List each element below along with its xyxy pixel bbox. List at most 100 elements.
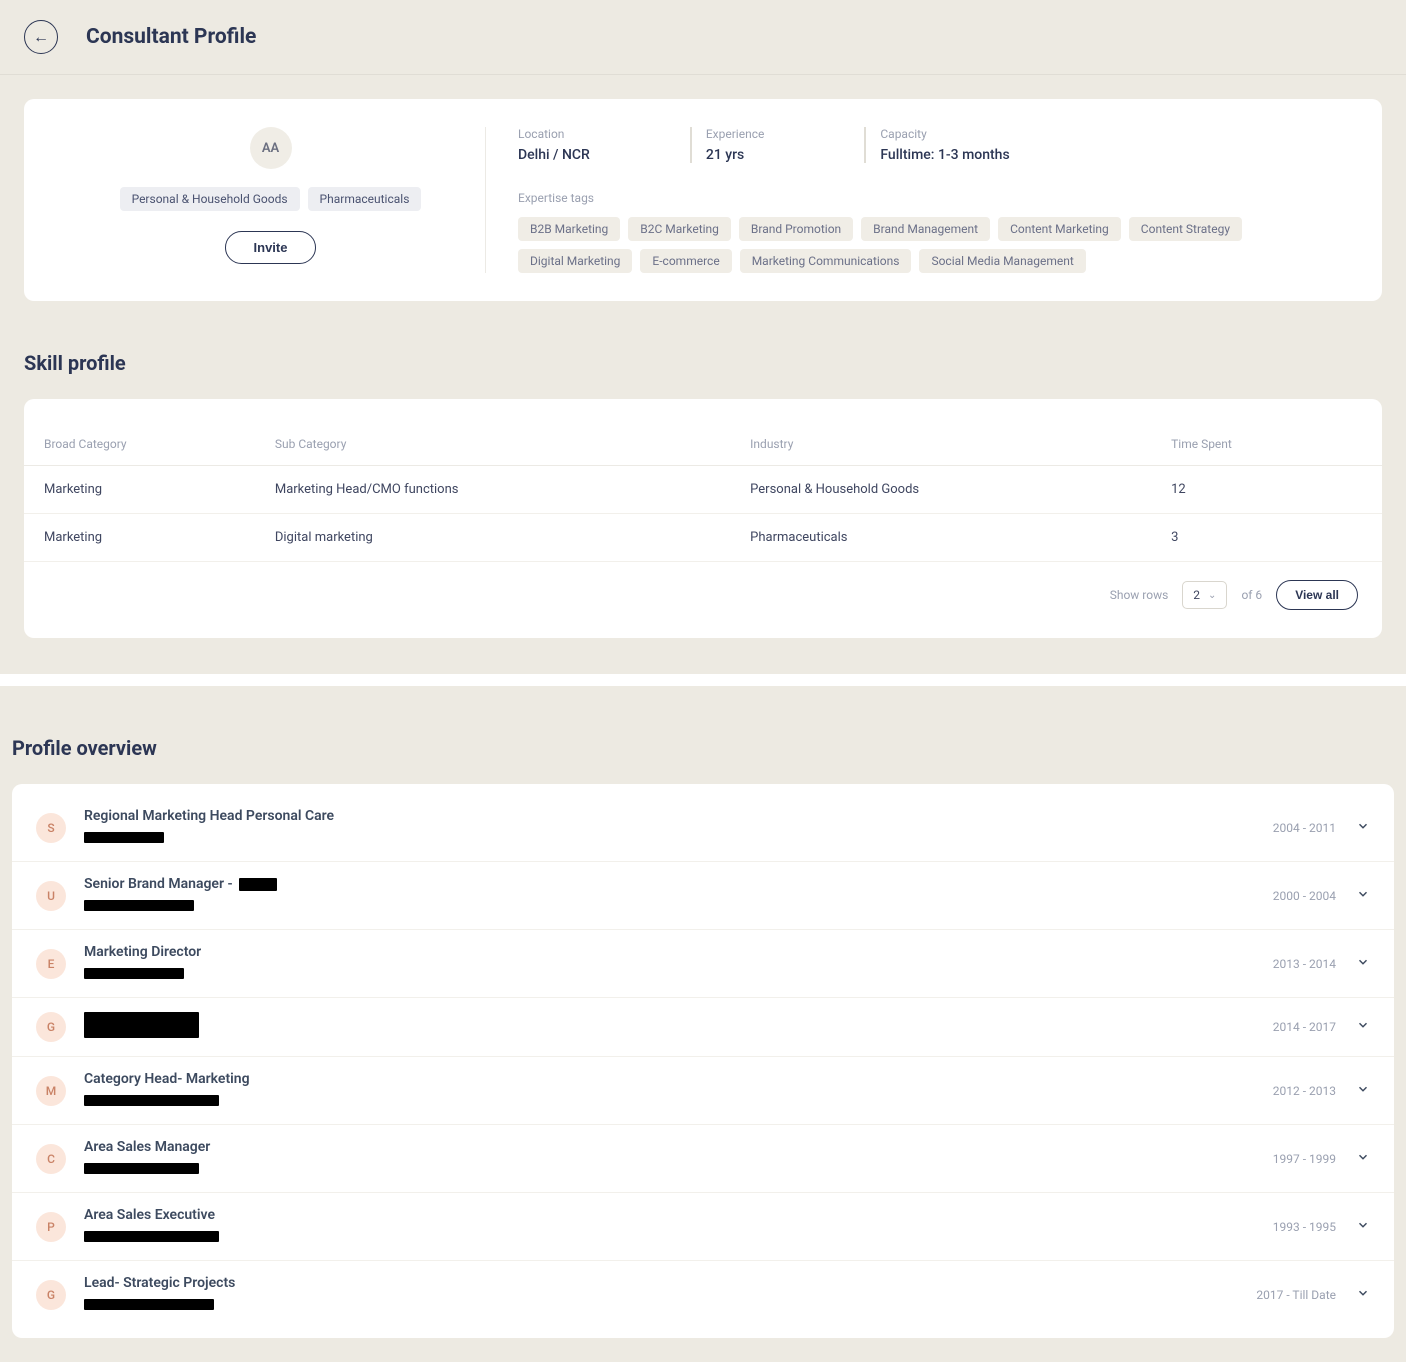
redacted-text [84, 832, 164, 843]
view-all-button[interactable]: View all [1276, 580, 1358, 610]
experience-row[interactable]: G Lead- Strategic Projects2017 - Till Dat… [12, 1261, 1394, 1328]
company-badge: U [36, 881, 66, 911]
experience-dates: 2004 - 2011 [1273, 821, 1336, 835]
redacted-text [239, 878, 277, 891]
experience-title [84, 1012, 1273, 1038]
experience-dates: 1993 - 1995 [1273, 1220, 1336, 1234]
profile-left: AA Personal & Household Goods Pharmaceuti… [56, 127, 486, 273]
stat-capacity: Capacity Fulltime: 1-3 months [864, 127, 1069, 163]
experience-dates: 2017 - Till Date [1256, 1288, 1336, 1302]
skill-section-title: Skill profile [24, 351, 1382, 375]
rows-value: 2 [1193, 588, 1200, 602]
table-header: Sub Category [255, 423, 730, 466]
experience-dates: 2000 - 2004 [1273, 889, 1336, 903]
table-row: MarketingMarketing Head/CMO functionsPer… [24, 466, 1382, 514]
invite-button[interactable]: Invite [225, 231, 317, 264]
stat-location: Location Delhi / NCR [518, 127, 650, 163]
experience-title: Regional Marketing Head Personal Care [84, 808, 1273, 824]
stat-experience: Experience 21 yrs [690, 127, 825, 163]
redacted-text [84, 1095, 219, 1106]
chevron-down-icon[interactable] [1356, 1218, 1370, 1236]
experience-title: Category Head- Marketing [84, 1071, 1273, 1087]
redacted-text [84, 1163, 199, 1174]
chevron-down-icon[interactable] [1356, 819, 1370, 837]
redacted-text [84, 1012, 199, 1038]
redacted-text [84, 968, 184, 979]
chevron-down-icon: ⌄ [1208, 590, 1216, 601]
stat-value: 21 yrs [706, 147, 765, 163]
company-badge: P [36, 1212, 66, 1242]
experience-body: Lead- Strategic Projects [84, 1275, 1256, 1314]
chevron-down-icon[interactable] [1356, 1018, 1370, 1036]
of-total-label: of 6 [1241, 588, 1262, 602]
overview-section-title: Profile overview [12, 736, 1394, 760]
table-header: Industry [730, 423, 1151, 466]
profile-right: Location Delhi / NCR Experience 21 yrs C… [486, 127, 1350, 273]
skill-table: Broad CategorySub CategoryIndustryTime S… [24, 423, 1382, 562]
experience-dates: 1997 - 1999 [1273, 1152, 1336, 1166]
chevron-down-icon[interactable] [1356, 887, 1370, 905]
page-header: ← Consultant Profile [0, 0, 1406, 75]
stat-value: Delhi / NCR [518, 147, 590, 163]
expertise-tag: Brand Management [861, 217, 990, 241]
rows-select[interactable]: 2 ⌄ [1182, 581, 1227, 609]
experience-dates: 2012 - 2013 [1273, 1084, 1336, 1098]
expertise-tags: B2B MarketingB2C MarketingBrand Promotio… [518, 217, 1350, 273]
table-cell: Marketing Head/CMO functions [255, 466, 730, 514]
stat-value: Fulltime: 1-3 months [880, 147, 1009, 163]
experience-row[interactable]: P Area Sales Executive1993 - 1995 [12, 1193, 1394, 1261]
table-cell: 3 [1151, 514, 1382, 562]
experience-row[interactable]: M Category Head- Marketing2012 - 2013 [12, 1057, 1394, 1125]
skill-card: Broad CategorySub CategoryIndustryTime S… [24, 399, 1382, 638]
company-badge: E [36, 949, 66, 979]
redacted-text [84, 1299, 214, 1310]
experience-title: Senior Brand Manager - [84, 876, 1273, 892]
company-badge: M [36, 1076, 66, 1106]
expertise-tag: Digital Marketing [518, 249, 632, 273]
experience-row[interactable]: S Regional Marketing Head Personal Care20… [12, 794, 1394, 862]
arrow-left-icon: ← [33, 27, 49, 47]
experience-row[interactable]: U Senior Brand Manager - 2000 - 2004 [12, 862, 1394, 930]
avatar: AA [250, 127, 292, 169]
overview-section: Profile overview S Regional Marketing Hea… [0, 686, 1406, 1338]
table-header: Broad Category [24, 423, 255, 466]
industry-tag: Pharmaceuticals [308, 187, 422, 211]
experience-row[interactable]: E Marketing Director2013 - 2014 [12, 930, 1394, 998]
back-button[interactable]: ← [24, 20, 58, 54]
company-badge: S [36, 813, 66, 843]
section-divider [0, 674, 1406, 686]
expertise-tag: Social Media Management [919, 249, 1085, 273]
company-badge: C [36, 1144, 66, 1174]
experience-title: Marketing Director [84, 944, 1273, 960]
experience-row[interactable]: C Area Sales Manager1997 - 1999 [12, 1125, 1394, 1193]
expertise-tag: Content Strategy [1129, 217, 1242, 241]
chevron-down-icon[interactable] [1356, 955, 1370, 973]
chevron-down-icon[interactable] [1356, 1082, 1370, 1100]
industry-tags: Personal & Household Goods Pharmaceutical… [120, 187, 422, 211]
table-cell: Marketing [24, 514, 255, 562]
industry-tag: Personal & Household Goods [120, 187, 300, 211]
table-header: Time Spent [1151, 423, 1382, 466]
redacted-text [84, 1231, 219, 1242]
expertise-tag: B2C Marketing [628, 217, 731, 241]
experience-row[interactable]: G2014 - 2017 [12, 998, 1394, 1057]
experience-dates: 2014 - 2017 [1273, 1020, 1336, 1034]
experience-title: Area Sales Manager [84, 1139, 1273, 1155]
experience-body: Regional Marketing Head Personal Care [84, 808, 1273, 847]
experience-title: Area Sales Executive [84, 1207, 1273, 1223]
overview-card: SRegional Marketing Head Personal Care20… [12, 784, 1394, 1338]
chevron-down-icon[interactable] [1356, 1286, 1370, 1304]
show-rows-label: Show rows [1110, 588, 1169, 602]
experience-body: Category Head- Marketing [84, 1071, 1273, 1110]
experience-body: Area Sales Executive [84, 1207, 1273, 1246]
experience-title: Lead- Strategic Projects [84, 1275, 1256, 1291]
experience-dates: 2013 - 2014 [1273, 957, 1336, 971]
company-badge: G [36, 1280, 66, 1310]
page-title: Consultant Profile [86, 25, 256, 49]
stats-row: Location Delhi / NCR Experience 21 yrs C… [518, 127, 1350, 163]
table-footer: Show rows 2 ⌄ of 6 View all [24, 562, 1382, 610]
expertise-tag: B2B Marketing [518, 217, 620, 241]
table-cell: Pharmaceuticals [730, 514, 1151, 562]
chevron-down-icon[interactable] [1356, 1150, 1370, 1168]
expertise-tag: Marketing Communications [740, 249, 912, 273]
